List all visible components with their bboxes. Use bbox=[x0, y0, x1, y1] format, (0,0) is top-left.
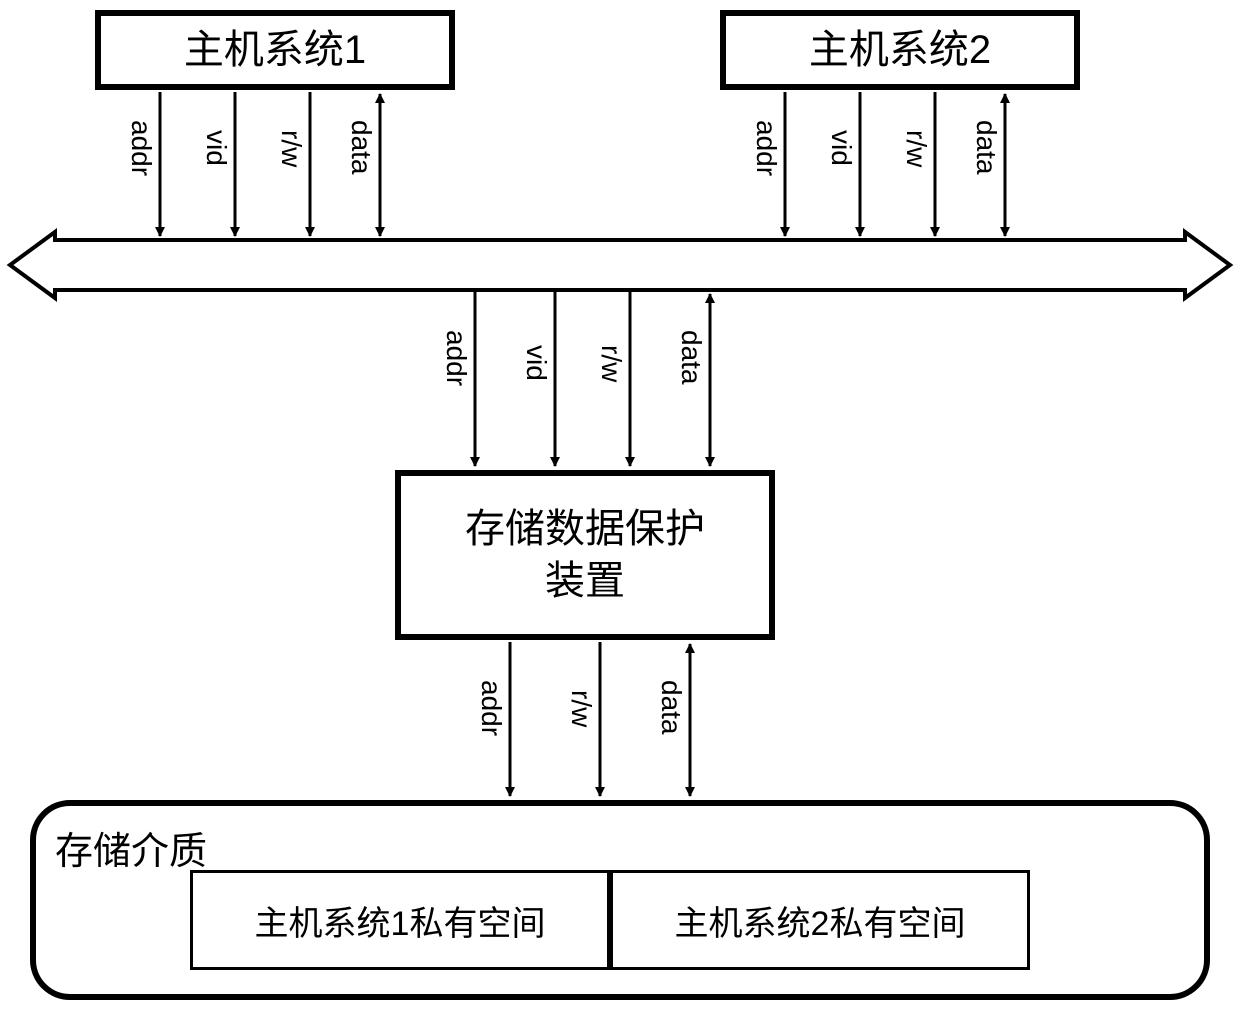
signal-label: data bbox=[345, 120, 377, 175]
host1-private-space-block: 主机系统1私有空间 bbox=[190, 870, 610, 970]
storage-medium-title: 存储介质 bbox=[55, 820, 207, 875]
signal-label: addr bbox=[750, 120, 782, 176]
signal-label: addr bbox=[440, 330, 472, 386]
signal-label: r/w bbox=[275, 130, 307, 167]
storage-protector-label: 存储数据保护 装置 bbox=[465, 503, 705, 607]
signal-label: vid bbox=[520, 345, 552, 381]
signal-label: vid bbox=[200, 130, 232, 166]
host-system-1-label: 主机系统1 bbox=[184, 24, 366, 76]
host-system-1-block: 主机系统1 bbox=[95, 10, 455, 90]
storage-protector-block: 存储数据保护 装置 bbox=[395, 470, 775, 640]
host2-private-space-block: 主机系统2私有空间 bbox=[610, 870, 1030, 970]
signal-label: r/w bbox=[565, 690, 597, 727]
soc-bus-label: SoC内部总线 bbox=[480, 250, 670, 296]
signal-label: data bbox=[655, 680, 687, 735]
signal-label: vid bbox=[825, 130, 857, 166]
host2-private-space-label: 主机系统2私有空间 bbox=[675, 896, 966, 945]
host-system-2-label: 主机系统2 bbox=[809, 24, 991, 76]
signal-label: r/w bbox=[900, 130, 932, 167]
signal-label: data bbox=[970, 120, 1002, 175]
host-system-2-block: 主机系统2 bbox=[720, 10, 1080, 90]
signal-label: addr bbox=[125, 120, 157, 176]
signal-label: r/w bbox=[595, 345, 627, 382]
host1-private-space-label: 主机系统1私有空间 bbox=[255, 896, 546, 945]
signal-label: addr bbox=[475, 680, 507, 736]
signal-label: data bbox=[675, 330, 707, 385]
